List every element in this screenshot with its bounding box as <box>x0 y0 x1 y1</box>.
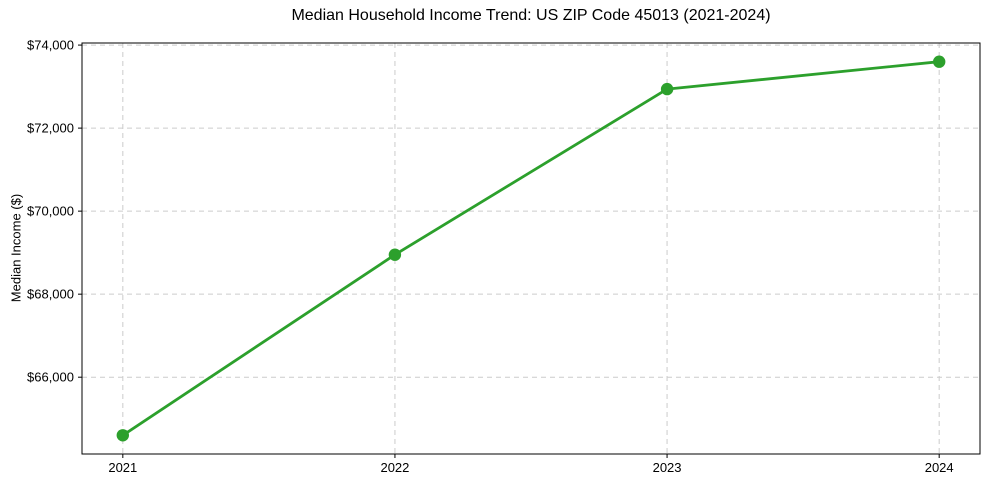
data-point-marker <box>933 55 946 68</box>
y-tick-label: $66,000 <box>27 370 74 385</box>
plot-border <box>81 42 981 455</box>
y-tick-label: $68,000 <box>27 287 74 302</box>
x-tick-label: 2024 <box>925 460 954 475</box>
x-tick-label: 2021 <box>108 460 137 475</box>
data-point-marker <box>116 429 129 442</box>
trend-line <box>121 60 941 437</box>
y-tick-label: $72,000 <box>27 121 74 136</box>
x-tick-label: 2022 <box>380 460 409 475</box>
chart-title: Median Household Income Trend: US ZIP Co… <box>291 7 771 24</box>
data-point-marker <box>660 82 674 96</box>
y-tick-label: $74,000 <box>27 38 74 53</box>
data-point-marker <box>388 248 402 261</box>
x-tick-label: 2023 <box>653 460 682 475</box>
y-tick-label: $70,000 <box>27 204 74 219</box>
